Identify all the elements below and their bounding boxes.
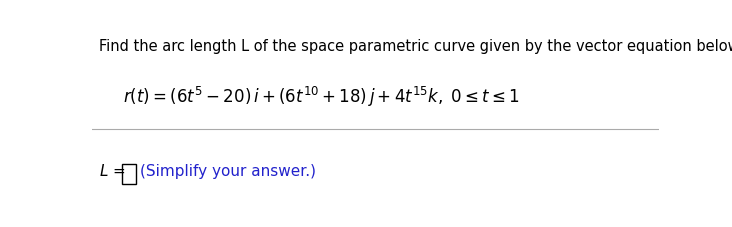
Text: $L\,=$: $L\,=$: [99, 163, 126, 179]
Text: $\mathit{r}(t) = (6t^5-20)\,\mathit{i}+(6t^{10}+18)\,\mathit{j}+4t^{15}\mathit{k: $\mathit{r}(t) = (6t^5-20)\,\mathit{i}+(…: [123, 85, 519, 109]
Text: Find the arc length L of the space parametric curve given by the vector equation: Find the arc length L of the space param…: [99, 39, 732, 54]
FancyBboxPatch shape: [122, 164, 135, 184]
Text: (Simplify your answer.): (Simplify your answer.): [140, 164, 315, 179]
